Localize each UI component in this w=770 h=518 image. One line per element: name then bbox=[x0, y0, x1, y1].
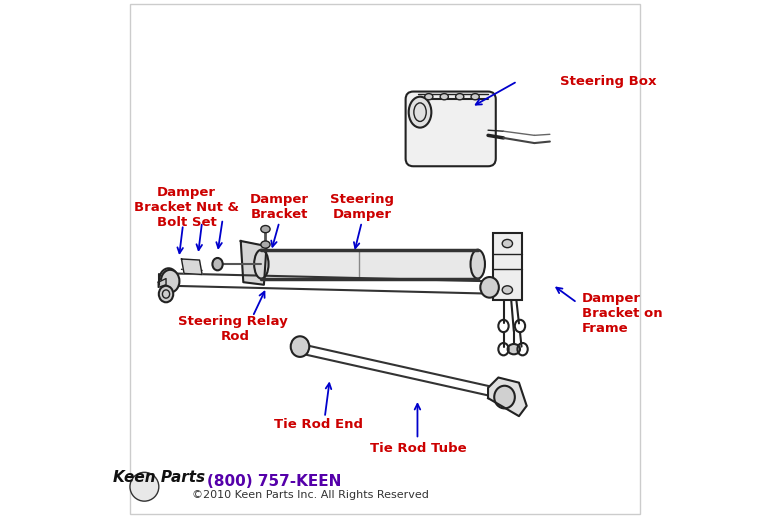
Ellipse shape bbox=[502, 239, 513, 248]
Text: (800) 757-KEEN: (800) 757-KEEN bbox=[207, 474, 342, 489]
Ellipse shape bbox=[502, 286, 513, 294]
Bar bbox=[494, 233, 521, 300]
Ellipse shape bbox=[254, 250, 269, 279]
Polygon shape bbox=[488, 378, 527, 416]
Circle shape bbox=[130, 472, 159, 501]
Ellipse shape bbox=[261, 241, 270, 248]
Ellipse shape bbox=[470, 250, 485, 279]
Ellipse shape bbox=[471, 94, 479, 100]
Ellipse shape bbox=[507, 344, 520, 354]
Ellipse shape bbox=[440, 94, 448, 100]
Ellipse shape bbox=[494, 386, 515, 408]
Ellipse shape bbox=[261, 225, 270, 233]
Ellipse shape bbox=[161, 270, 179, 293]
Text: Damper
Bracket on
Frame: Damper Bracket on Frame bbox=[582, 292, 662, 335]
Bar bbox=[261, 250, 477, 279]
Ellipse shape bbox=[456, 94, 464, 100]
Ellipse shape bbox=[425, 94, 433, 100]
Text: Damper
Bracket Nut &
Bolt Set: Damper Bracket Nut & Bolt Set bbox=[134, 186, 239, 229]
Text: Keen Parts: Keen Parts bbox=[113, 470, 206, 485]
FancyBboxPatch shape bbox=[406, 92, 496, 166]
Text: Steering Box: Steering Box bbox=[561, 75, 657, 88]
Ellipse shape bbox=[159, 286, 173, 303]
Ellipse shape bbox=[480, 277, 499, 298]
Text: Damper
Bracket: Damper Bracket bbox=[250, 194, 309, 222]
Text: ©2010 Keen Parts Inc. All Rights Reserved: ©2010 Keen Parts Inc. All Rights Reserve… bbox=[192, 490, 429, 500]
Polygon shape bbox=[182, 259, 202, 275]
Ellipse shape bbox=[291, 336, 310, 357]
Text: Tie Rod Tube: Tie Rod Tube bbox=[370, 442, 467, 455]
Ellipse shape bbox=[409, 97, 431, 127]
Text: Steering
Damper: Steering Damper bbox=[330, 194, 393, 222]
Ellipse shape bbox=[159, 268, 178, 291]
Text: Steering Relay 
Rod: Steering Relay Rod bbox=[179, 314, 293, 342]
Polygon shape bbox=[159, 279, 166, 287]
Polygon shape bbox=[241, 241, 266, 285]
Text: Tie Rod End: Tie Rod End bbox=[273, 419, 363, 431]
Ellipse shape bbox=[213, 258, 223, 270]
